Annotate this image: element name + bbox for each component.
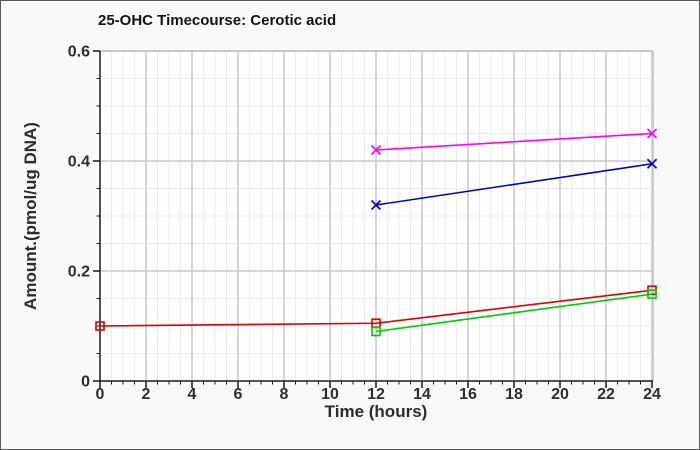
- blue-series-line: [375, 162, 653, 206]
- ticks: [93, 50, 653, 388]
- y-tick-label: 0: [81, 374, 90, 391]
- magenta-series: [370, 128, 658, 156]
- red-series-line: [99, 289, 653, 327]
- y-tick-label: 0.4: [68, 154, 90, 171]
- blue-series-marker: [646, 158, 658, 169]
- magenta-series-line: [375, 132, 653, 151]
- x-tick-label: 24: [643, 386, 661, 403]
- x-tick-label: 4: [188, 386, 197, 403]
- x-tick-label: 0: [96, 386, 105, 403]
- y-tick-label: 0.2: [68, 264, 90, 281]
- y-tick-label: 0.6: [68, 44, 90, 61]
- blue-series-marker: [370, 199, 382, 211]
- green-series-marker: [647, 289, 657, 299]
- magenta-series-marker: [370, 144, 382, 156]
- x-tick-label: 6: [234, 386, 243, 403]
- x-tick-label: 14: [413, 386, 431, 403]
- x-tick-labels: 0 2 4 6 8 10 12 14 16 18 20 22 24: [96, 386, 661, 403]
- major-gridlines: [100, 50, 653, 381]
- red-series-marker: [95, 321, 105, 331]
- x-tick-label: 22: [597, 386, 615, 403]
- y-tick-labels: 0 0.2 0.4 0.6: [68, 44, 90, 391]
- chart-title: 25-OHC Timecourse: Cerotic acid: [98, 12, 337, 29]
- x-tick-label: 16: [459, 386, 477, 403]
- magenta-series-marker: [646, 128, 658, 139]
- x-tick-label: 2: [142, 386, 151, 403]
- x-axis-label: Time (hours): [324, 402, 428, 421]
- x-tick-label: 8: [280, 386, 289, 403]
- x-tick-label: 10: [321, 386, 339, 403]
- plot-frame: [100, 50, 654, 381]
- green-series-line: [375, 293, 653, 333]
- green-series-marker: [371, 326, 381, 337]
- x-tick-label: 20: [551, 386, 569, 403]
- x-tick-label: 12: [367, 386, 385, 403]
- x-tick-label: 18: [505, 386, 523, 403]
- green-series: [371, 289, 657, 337]
- blue-series: [370, 158, 658, 211]
